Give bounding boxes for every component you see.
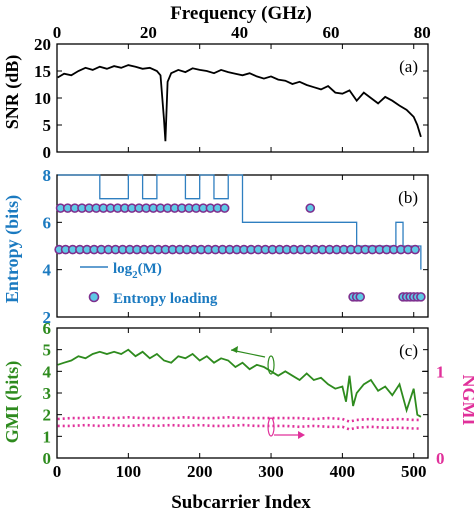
top-axis-label: Frequency (GHz) (170, 3, 312, 24)
top-tick-label: 20 (140, 23, 157, 42)
x-tick-label: 500 (401, 462, 427, 481)
entropy-point (219, 203, 230, 213)
y-tick-label: 4 (43, 261, 52, 280)
ngmi-annotation-ellipse (267, 417, 275, 437)
right-y-tick-label: 0 (436, 449, 445, 468)
y-tick-label: 5 (43, 341, 52, 360)
top-tick-label: 80 (414, 23, 431, 42)
y-tick-label: 1 (43, 427, 52, 446)
ngmi-dotted-line (57, 423, 421, 431)
top-tick-label: 0 (53, 23, 62, 42)
x-tick-label: 200 (187, 462, 213, 481)
top-tick-label: 60 (322, 23, 339, 42)
y-tick-label: 0 (43, 143, 52, 162)
panel-label: (a) (399, 57, 418, 76)
x-tick-label: 400 (330, 462, 356, 481)
panel-c-frame (56, 327, 429, 459)
x-axis-label: Subcarrier Index (171, 492, 311, 513)
legend-line-label: log2(M) (113, 261, 162, 281)
top-tick-label: 40 (231, 23, 248, 42)
y-tick-label: 3 (43, 384, 52, 403)
gmi-annotation-ellipse (267, 355, 275, 375)
x-tick-label: 100 (116, 462, 142, 481)
y-tick-label: 15 (34, 62, 51, 81)
right-y-tick-label: 1 (436, 362, 445, 381)
snr-line (57, 64, 422, 142)
y-tick-label: 6 (43, 213, 52, 232)
y-tick-label: 2 (43, 406, 52, 425)
legend-point-swatch (88, 291, 100, 303)
x-tick-label: 0 (53, 462, 62, 481)
panel-entropy: 2 4 6 8 (b) log2(M) Entropy loading (43, 166, 429, 327)
entropy-point (416, 292, 426, 302)
gmi-line (57, 348, 422, 418)
entropy-point (305, 203, 316, 213)
y-tick-label: 20 (34, 35, 51, 54)
gmi-arrow-head (231, 346, 239, 353)
log2m-step-line (57, 174, 422, 270)
y-tick-label: 2 (43, 308, 52, 327)
snr-axis-label: SNR (dB) (2, 55, 23, 130)
ngmi-dotted-line (57, 415, 421, 423)
panel-label: (b) (398, 188, 418, 207)
y-tick-label: 6 (43, 319, 52, 338)
y-tick-label: 0 (43, 449, 52, 468)
x-tick-label: 300 (258, 462, 284, 481)
y-tick-label: 5 (43, 116, 52, 135)
y-tick-label: 4 (43, 362, 52, 381)
entropy-axis-label: Entropy (bits) (2, 195, 23, 303)
ngmi-axis-label: NGMI (459, 375, 474, 426)
ngmi-arrow-head (298, 431, 306, 439)
y-tick-label: 8 (43, 166, 52, 185)
gmi-axis-label: GMI (bits) (2, 361, 23, 444)
y-tick-label: 10 (34, 89, 51, 108)
panel-label: (c) (399, 341, 418, 360)
legend-points-label: Entropy loading (113, 291, 218, 307)
entropy-point (355, 292, 366, 302)
entropy-point (410, 244, 420, 255)
